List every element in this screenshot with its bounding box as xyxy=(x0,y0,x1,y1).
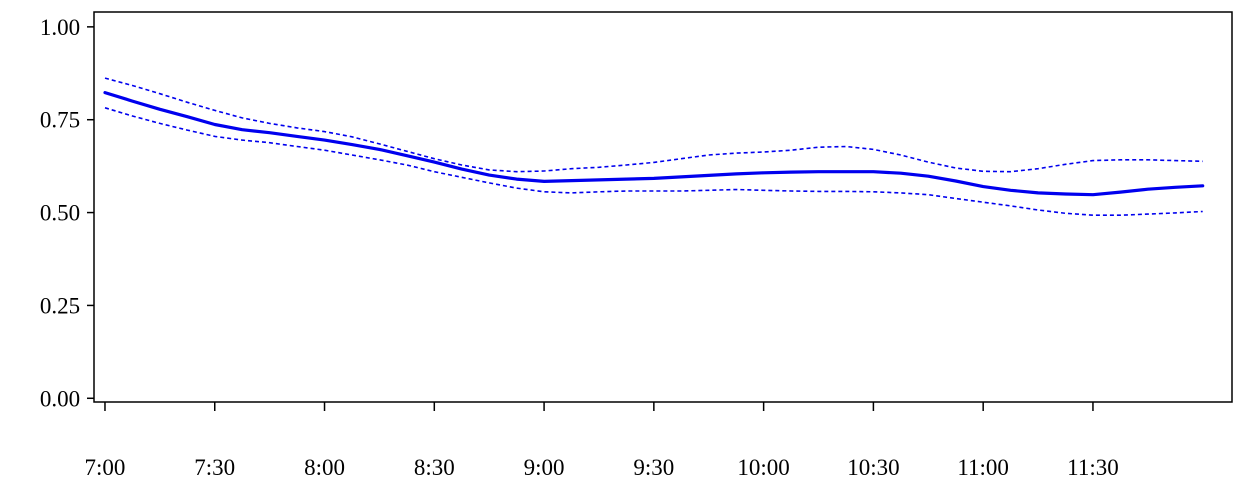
series-layer xyxy=(103,77,1205,216)
y-tick-label: 0.50 xyxy=(40,201,80,226)
x-tick-label: 8:30 xyxy=(414,455,455,480)
series-line-lower xyxy=(104,107,1203,216)
x-tick-label: 11:30 xyxy=(1067,455,1119,480)
y-tick-label: 0.75 xyxy=(40,108,80,133)
x-tick-label: 8:00 xyxy=(304,455,345,480)
plot-frame xyxy=(93,11,1233,403)
x-tick-label: 10:30 xyxy=(847,455,899,480)
y-tick-label: 0.00 xyxy=(40,386,80,411)
series-line-mean xyxy=(103,90,1205,197)
x-tick-label: 7:00 xyxy=(85,455,126,480)
x-tick-label: 10:00 xyxy=(737,455,789,480)
x-tick-label: 9:30 xyxy=(633,455,674,480)
y-tick-label: 1.00 xyxy=(40,15,80,40)
x-axis: 7:00 7:30 8:00 8:30 9:00 9:30 10:00 10:30 11:00 1… xyxy=(85,402,1119,480)
x-tick-label: 11:00 xyxy=(957,455,1009,480)
x-tick-label: 9:00 xyxy=(524,455,565,480)
series-line-upper xyxy=(104,77,1203,173)
y-axis: 0.00 0.25 0.50 0.75 1.00 xyxy=(40,15,94,411)
x-tick-label: 7:30 xyxy=(194,455,235,480)
y-tick-label: 0.25 xyxy=(40,293,80,318)
